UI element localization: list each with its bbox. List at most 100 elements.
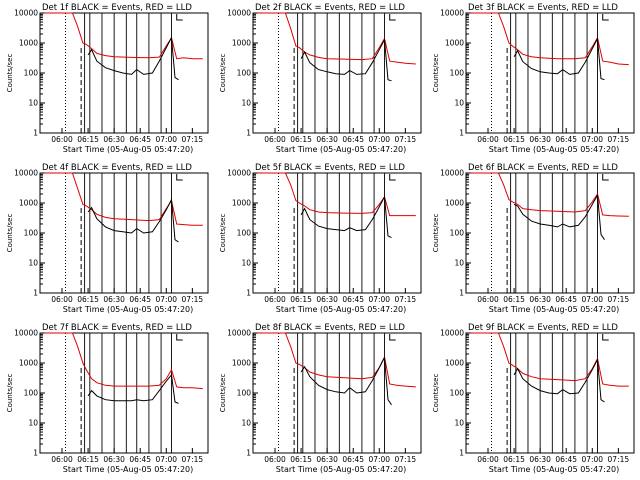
y-tick-label: 1 xyxy=(459,289,464,298)
x-tick-label: 07:00 xyxy=(155,455,177,464)
events-series-line xyxy=(87,35,179,81)
bracket-marker xyxy=(176,334,183,341)
x-axis-label: Start Time (05-Aug-05 05:47:20) xyxy=(489,305,620,314)
events-series-line xyxy=(87,197,179,243)
x-tick-label: 06:15 xyxy=(290,455,312,464)
y-tick-label: 1000 xyxy=(19,359,38,368)
x-tick-label: 06:00 xyxy=(264,295,286,304)
y-axis-label: Counts/sec xyxy=(6,374,14,413)
x-tick-label: 06:30 xyxy=(316,455,338,464)
bracket-marker xyxy=(602,14,609,21)
detector-panel-2: Det 2f BLACK = Events, RED = LLD 1 10 100 10… xyxy=(213,0,426,160)
y-tick-label: 100 xyxy=(24,229,39,238)
x-tick-label: 06:45 xyxy=(555,295,577,304)
x-tick-label: 06:45 xyxy=(342,295,364,304)
x-tick-label: 07:15 xyxy=(395,295,417,304)
detector-panel-8: Det 8f BLACK = Events, RED = LLD 1 10 100 10… xyxy=(213,320,426,480)
detector-chart: Det 1f BLACK = Events, RED = LLD 1 10 100 10… xyxy=(6,3,209,154)
y-axis-label: Counts/sec xyxy=(432,374,440,413)
x-tick-label: 07:00 xyxy=(368,295,390,304)
x-tick-label: 06:45 xyxy=(129,455,151,464)
chart-title: Det 2f BLACK = Events, RED = LLD xyxy=(255,3,405,13)
y-tick-label: 1000 xyxy=(445,199,464,208)
y-tick-label: 10 xyxy=(28,99,38,108)
y-tick-label: 1 xyxy=(459,129,464,138)
lld-series-line xyxy=(470,12,629,66)
x-tick-label: 06:00 xyxy=(477,295,499,304)
x-tick-label: 06:00 xyxy=(51,455,73,464)
x-tick-label: 06:15 xyxy=(503,295,525,304)
x-tick-label: 06:45 xyxy=(342,455,364,464)
y-tick-label: 10 xyxy=(241,99,251,108)
x-tick-label: 06:45 xyxy=(555,455,577,464)
x-tick-label: 07:00 xyxy=(581,135,603,144)
y-tick-label: 100 xyxy=(24,69,39,78)
y-tick-label: 1 xyxy=(246,449,251,458)
detector-chart: Det 2f BLACK = Events, RED = LLD 1 10 100 10… xyxy=(219,3,422,154)
y-tick-label: 1 xyxy=(33,289,38,298)
x-tick-label: 06:15 xyxy=(503,135,525,144)
events-series-line xyxy=(300,195,392,239)
chart-title: Det 9f BLACK = Events, RED = LLD xyxy=(468,323,618,333)
x-tick-label: 06:00 xyxy=(477,455,499,464)
events-series-line xyxy=(300,355,392,406)
x-axis-label: Start Time (05-Aug-05 05:47:20) xyxy=(276,305,407,314)
x-axis-label: Start Time (05-Aug-05 05:47:20) xyxy=(63,145,194,154)
y-tick-label: 1 xyxy=(33,129,38,138)
lld-series-line xyxy=(44,172,203,226)
x-tick-label: 06:30 xyxy=(103,455,125,464)
x-axis-label: Start Time (05-Aug-05 05:47:20) xyxy=(489,145,620,154)
chart-title: Det 1f BLACK = Events, RED = LLD xyxy=(42,3,192,13)
y-tick-label: 1000 xyxy=(19,199,38,208)
x-tick-label: 06:00 xyxy=(264,455,286,464)
x-tick-label: 07:00 xyxy=(581,455,603,464)
lld-series-line xyxy=(257,332,416,388)
detector-panel-6: Det 6f BLACK = Events, RED = LLD 1 10 100 10… xyxy=(426,160,639,320)
x-tick-label: 06:45 xyxy=(129,295,151,304)
y-tick-label: 1000 xyxy=(232,359,251,368)
bracket-marker xyxy=(176,14,183,21)
chart-title: Det 3f BLACK = Events, RED = LLD xyxy=(468,3,618,13)
x-tick-label: 07:15 xyxy=(608,135,630,144)
y-tick-label: 10000 xyxy=(227,9,251,18)
x-axis-label: Start Time (05-Aug-05 05:47:20) xyxy=(63,465,194,474)
y-tick-label: 100 xyxy=(450,389,465,398)
y-tick-label: 1 xyxy=(459,449,464,458)
y-tick-label: 1 xyxy=(33,449,38,458)
events-series-line xyxy=(513,36,605,81)
x-tick-label: 06:30 xyxy=(529,295,551,304)
x-tick-label: 07:15 xyxy=(182,295,204,304)
y-tick-label: 10 xyxy=(454,259,464,268)
x-tick-label: 06:15 xyxy=(290,295,312,304)
y-tick-label: 1000 xyxy=(445,39,464,48)
y-tick-label: 1 xyxy=(246,289,251,298)
x-tick-label: 06:45 xyxy=(555,135,577,144)
x-tick-label: 06:30 xyxy=(103,295,125,304)
x-tick-label: 07:00 xyxy=(581,295,603,304)
lld-series-line xyxy=(257,172,416,217)
x-tick-label: 06:45 xyxy=(129,135,151,144)
x-tick-label: 06:15 xyxy=(503,455,525,464)
lld-series-line xyxy=(470,172,629,217)
chart-title: Det 7f BLACK = Events, RED = LLD xyxy=(42,323,192,333)
detector-panel-3: Det 3f BLACK = Events, RED = LLD 1 10 100 10… xyxy=(426,0,639,160)
x-tick-label: 06:30 xyxy=(103,135,125,144)
y-tick-label: 10 xyxy=(454,419,464,428)
detector-panel-7: Det 7f BLACK = Events, RED = LLD 1 10 100 10… xyxy=(0,320,213,480)
lld-series-line xyxy=(257,12,416,65)
x-tick-label: 07:15 xyxy=(608,295,630,304)
y-tick-label: 1000 xyxy=(232,39,251,48)
bracket-marker xyxy=(602,334,609,341)
lld-series-line xyxy=(44,332,203,390)
detector-chart: Det 8f BLACK = Events, RED = LLD 1 10 100 10… xyxy=(219,323,422,474)
y-axis-label: Counts/sec xyxy=(6,54,14,93)
detector-chart: Det 3f BLACK = Events, RED = LLD 1 10 100 10… xyxy=(432,3,635,154)
detector-panel-4: Det 4f BLACK = Events, RED = LLD 1 10 100 10… xyxy=(0,160,213,320)
y-axis-label: Counts/sec xyxy=(6,214,14,253)
x-tick-label: 06:30 xyxy=(529,455,551,464)
bracket-marker xyxy=(602,174,609,181)
bracket-marker xyxy=(176,174,183,181)
x-tick-label: 06:00 xyxy=(51,295,73,304)
y-tick-label: 1000 xyxy=(232,199,251,208)
y-tick-label: 100 xyxy=(237,229,252,238)
